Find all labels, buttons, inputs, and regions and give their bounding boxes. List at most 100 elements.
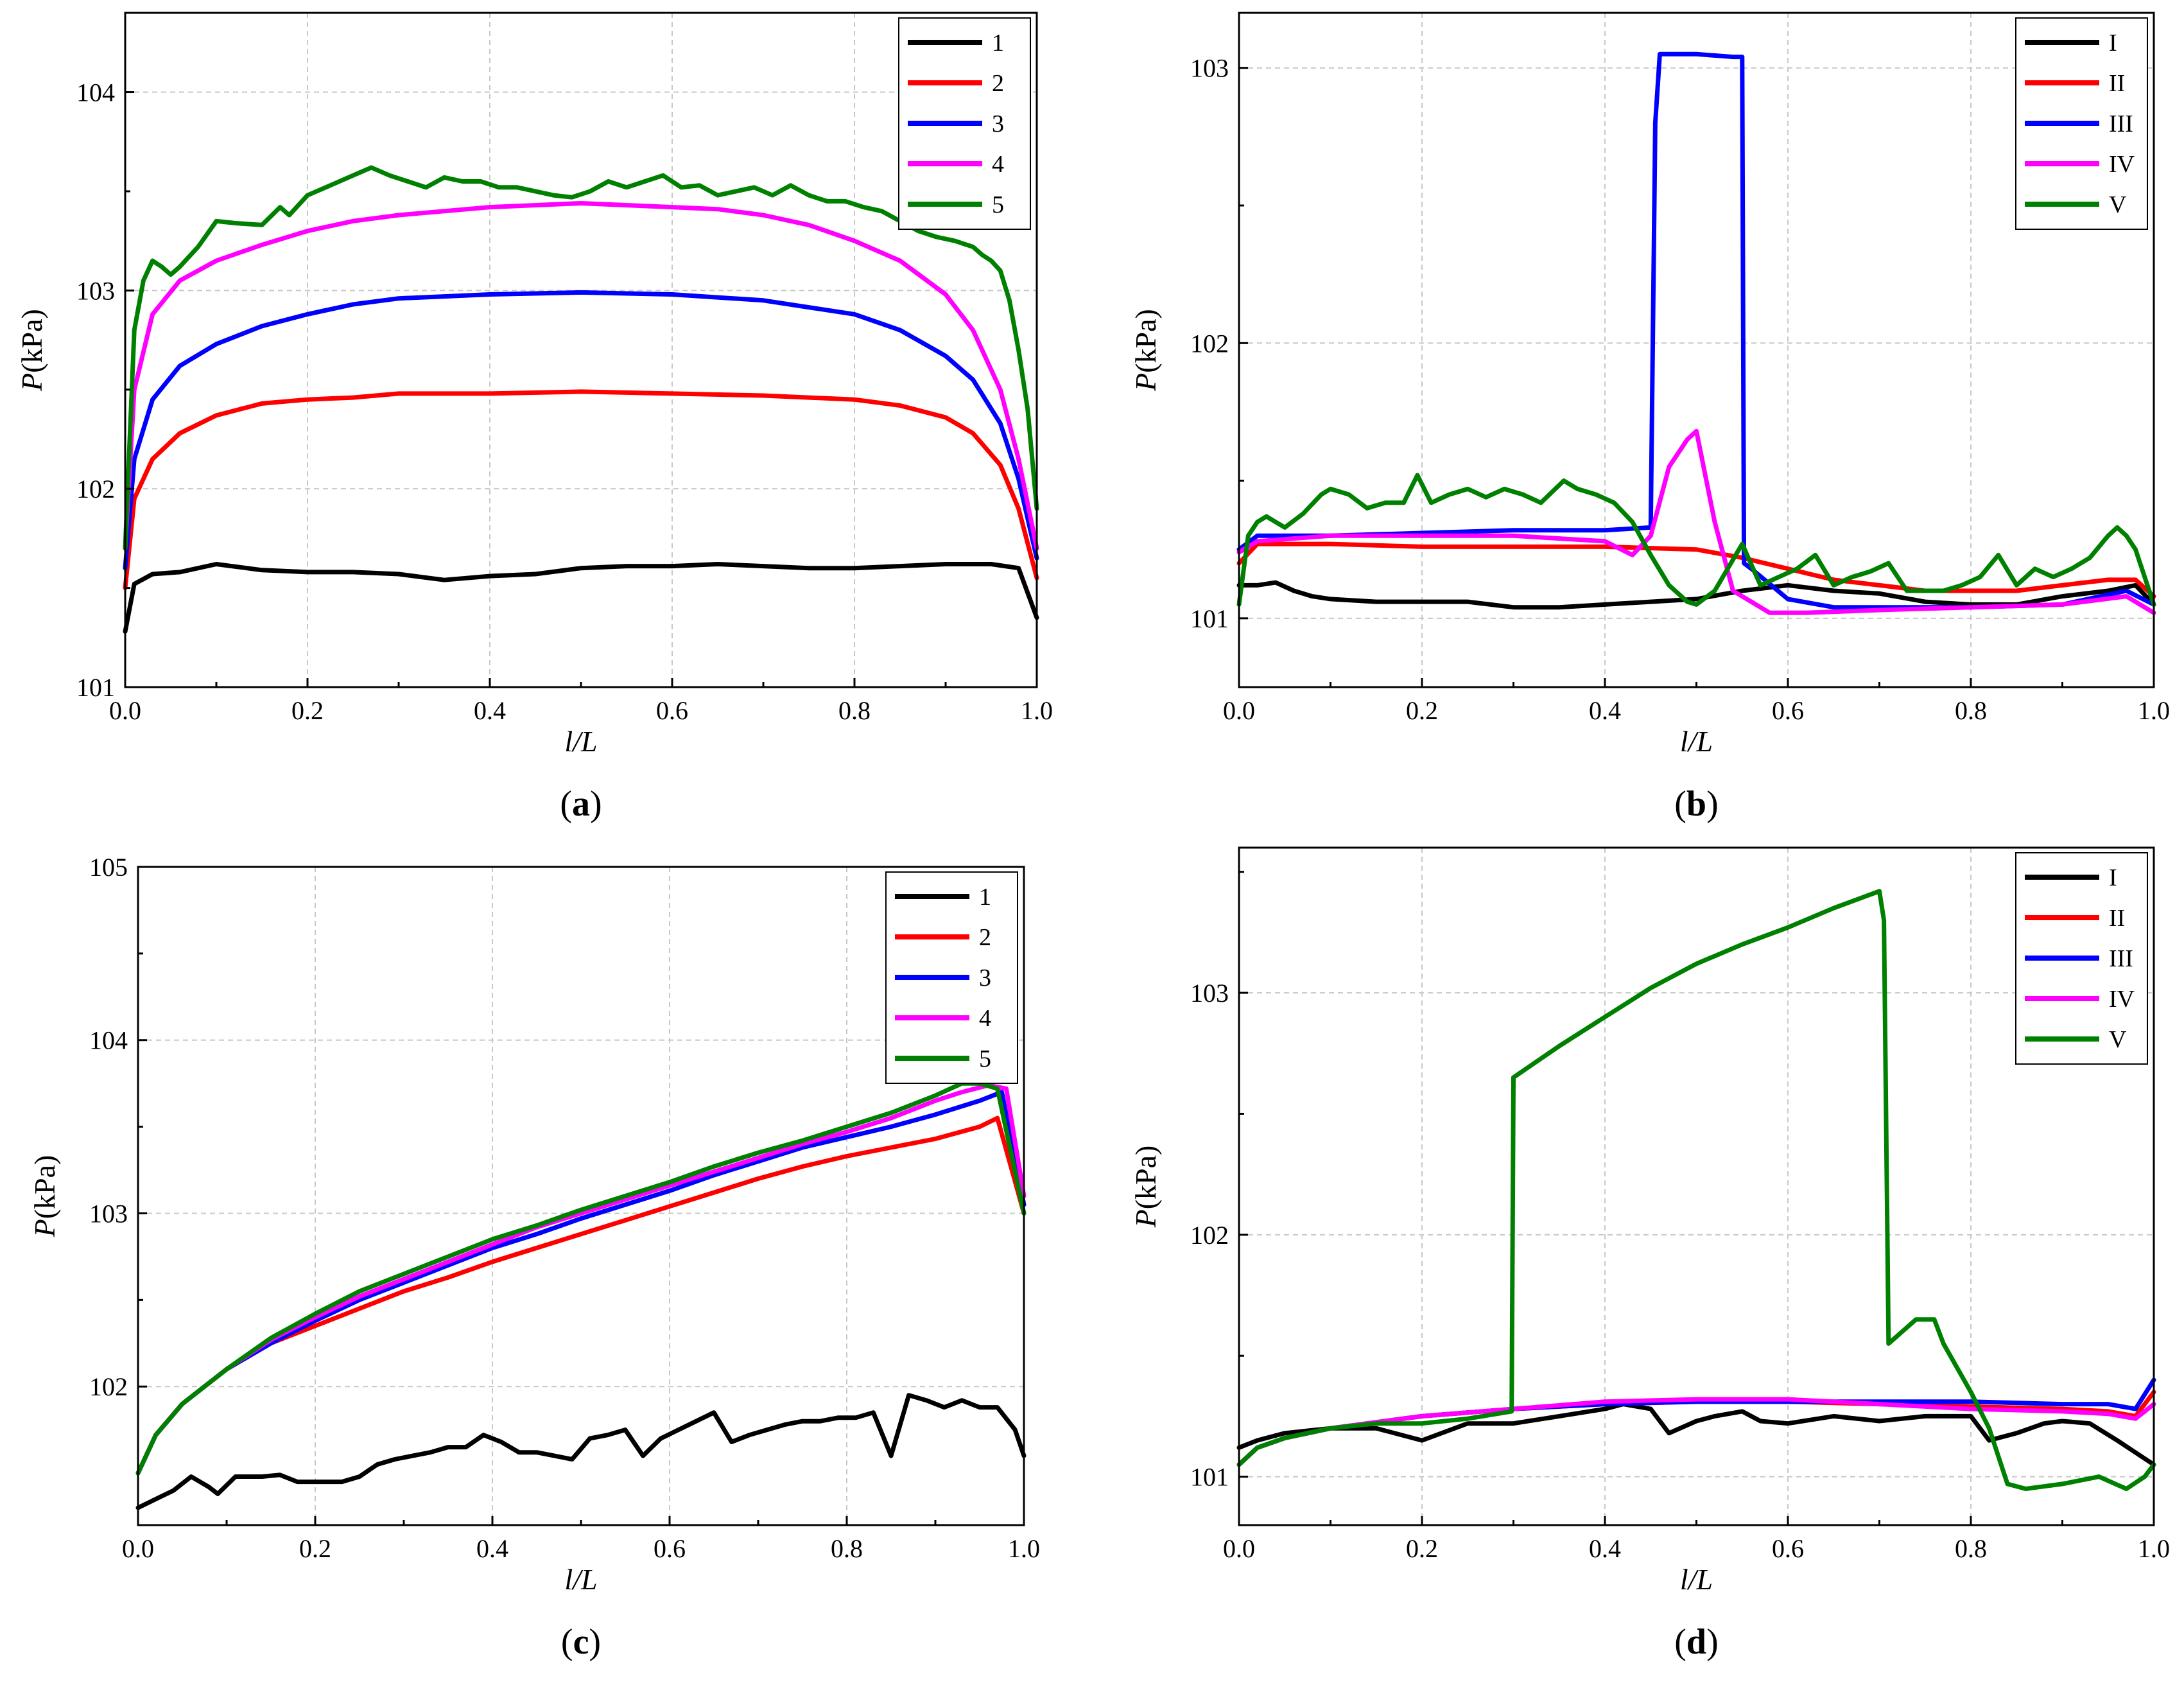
- legend-label-I: I: [2109, 864, 2117, 891]
- panel-letter: d: [1686, 1622, 1706, 1662]
- x-tick-label: 0.8: [1955, 696, 1987, 725]
- legend-label-1: 1: [979, 884, 991, 911]
- series-line-4: [123, 201, 1039, 551]
- x-axis-title: l/L: [564, 725, 597, 758]
- x-tick-label: 0.6: [1772, 696, 1804, 725]
- y-tick-label: 103: [89, 1199, 128, 1228]
- series-line-V: [1236, 889, 2156, 1491]
- legend: 1 2 3 4 5: [885, 871, 1018, 1084]
- legend-label-3: 3: [979, 965, 991, 991]
- x-tick-label: 1.0: [1008, 1534, 1040, 1563]
- panel-letter: a: [572, 784, 590, 824]
- legend-label-2: 2: [979, 924, 991, 951]
- y-axis-title-unit: (kPa): [1129, 1146, 1162, 1210]
- x-tick-label: 0.4: [1589, 1534, 1621, 1563]
- series-line-I: [1236, 1402, 2156, 1467]
- x-tick-label: 0.2: [291, 696, 324, 725]
- y-tick-label: 104: [89, 1026, 128, 1055]
- y-tick-label: 103: [1190, 979, 1229, 1008]
- legend-label-V: V: [2109, 191, 2127, 218]
- legend-label-IV: IV: [2109, 986, 2135, 1013]
- x-tick-label: 0.8: [838, 696, 871, 725]
- legend-label-1: 1: [992, 30, 1004, 57]
- x-tick-label: 1.0: [1021, 696, 1053, 725]
- series-line-V: [1236, 473, 2156, 607]
- x-axis-title: l/L: [1680, 725, 1713, 758]
- legend-label-III: III: [2109, 945, 2133, 972]
- x-tick-label: 0.2: [1406, 1534, 1438, 1563]
- panel-label: (a): [560, 784, 602, 824]
- x-tick-label: 1.0: [2138, 696, 2170, 725]
- y-axis-title-unit: (kPa): [28, 1155, 61, 1219]
- legend-label-4: 4: [979, 1005, 991, 1032]
- legend-label-5: 5: [979, 1045, 991, 1072]
- y-axis-title: P(kPa): [15, 309, 48, 392]
- y-tick-label: 101: [1190, 1463, 1229, 1492]
- series-line-1: [123, 562, 1039, 634]
- series-line-5: [135, 1081, 1027, 1476]
- series-line-1: [135, 1393, 1027, 1510]
- legend-label-V: V: [2109, 1026, 2127, 1053]
- x-tick-label: 0.0: [109, 696, 141, 725]
- legend-label-III: III: [2109, 110, 2133, 137]
- chart-panel-a: 0.0 0.2 0.4 0.6 0.8 1.0 101 102 103 104 l/L P(kPa) 1…: [15, 12, 1053, 824]
- y-tick-label: 102: [1190, 329, 1229, 358]
- y-axis-title: P(kPa): [1129, 309, 1162, 392]
- x-tick-label: 0.0: [1223, 1534, 1255, 1563]
- x-tick-label: 0.8: [1955, 1534, 1987, 1563]
- panel-label: (d): [1674, 1622, 1718, 1662]
- series-line-II: [1236, 541, 2156, 599]
- panel-letter: b: [1686, 784, 1706, 824]
- chart-panel-d: 0.0 0.2 0.4 0.6 0.8 1.0101102103l/LP(kPa)IIII…: [1129, 846, 2170, 1662]
- x-tick-label: 0.6: [654, 1534, 686, 1563]
- legend-label-3: 3: [992, 110, 1004, 137]
- chart-panel-c: 0.0 0.2 0.4 0.6 0.8 1.0 102 103 104 105 l/L P(kPa) 1…: [28, 853, 1040, 1662]
- x-axis-title: l/L: [1680, 1563, 1713, 1596]
- x-tick-label: 1.0: [2138, 1534, 2170, 1563]
- x-tick-label: 0.0: [122, 1534, 154, 1563]
- y-axis-title: P(kPa): [1129, 1146, 1162, 1228]
- legend-label-II: II: [2109, 905, 2125, 932]
- panel-letter: c: [573, 1622, 589, 1662]
- legend-label-4: 4: [992, 151, 1004, 178]
- y-axis-title-unit: (kPa): [1129, 309, 1162, 373]
- y-tick-label: 101: [1190, 604, 1229, 633]
- x-tick-label: 0.4: [476, 1534, 508, 1563]
- x-axis-title: l/L: [564, 1563, 597, 1596]
- y-tick-label: 102: [89, 1372, 128, 1401]
- y-tick-label: 101: [76, 673, 115, 702]
- legend: 1 2 3 4 5: [898, 17, 1031, 230]
- x-tick-label: 0.0: [1223, 696, 1255, 725]
- legend-label-I: I: [2109, 30, 2117, 57]
- legend-label-5: 5: [992, 191, 1004, 218]
- legend-label-2: 2: [992, 70, 1004, 97]
- legend-label-II: II: [2109, 70, 2125, 97]
- series-line-5: [123, 165, 1039, 551]
- x-tick-label: 0.6: [656, 696, 688, 725]
- panel-label: (c): [561, 1622, 601, 1662]
- y-tick-label: 103: [76, 276, 115, 305]
- series-line-2: [123, 389, 1039, 591]
- x-tick-label: 0.2: [1406, 696, 1438, 725]
- x-tick-label: 0.2: [299, 1534, 331, 1563]
- y-tick-label: 102: [1190, 1221, 1229, 1250]
- panel-label: (b): [1674, 784, 1718, 824]
- y-tick-label: 103: [1190, 54, 1229, 83]
- y-axis-title-variable: P: [28, 1219, 61, 1237]
- x-tick-label: 0.6: [1772, 1534, 1804, 1563]
- y-tick-label: 105: [89, 853, 128, 882]
- y-axis-title: P(kPa): [28, 1155, 61, 1238]
- y-tick-label: 104: [76, 78, 115, 107]
- series-line-IV: [1236, 428, 2156, 615]
- y-axis-title-variable: P: [15, 373, 48, 392]
- y-tick-label: 102: [76, 475, 115, 503]
- legend-label-IV: IV: [2109, 151, 2135, 178]
- x-tick-label: 0.4: [1589, 696, 1621, 725]
- series-line-3: [123, 290, 1039, 571]
- y-axis-title-variable: P: [1129, 1209, 1162, 1228]
- y-axis-title-variable: P: [1129, 373, 1162, 392]
